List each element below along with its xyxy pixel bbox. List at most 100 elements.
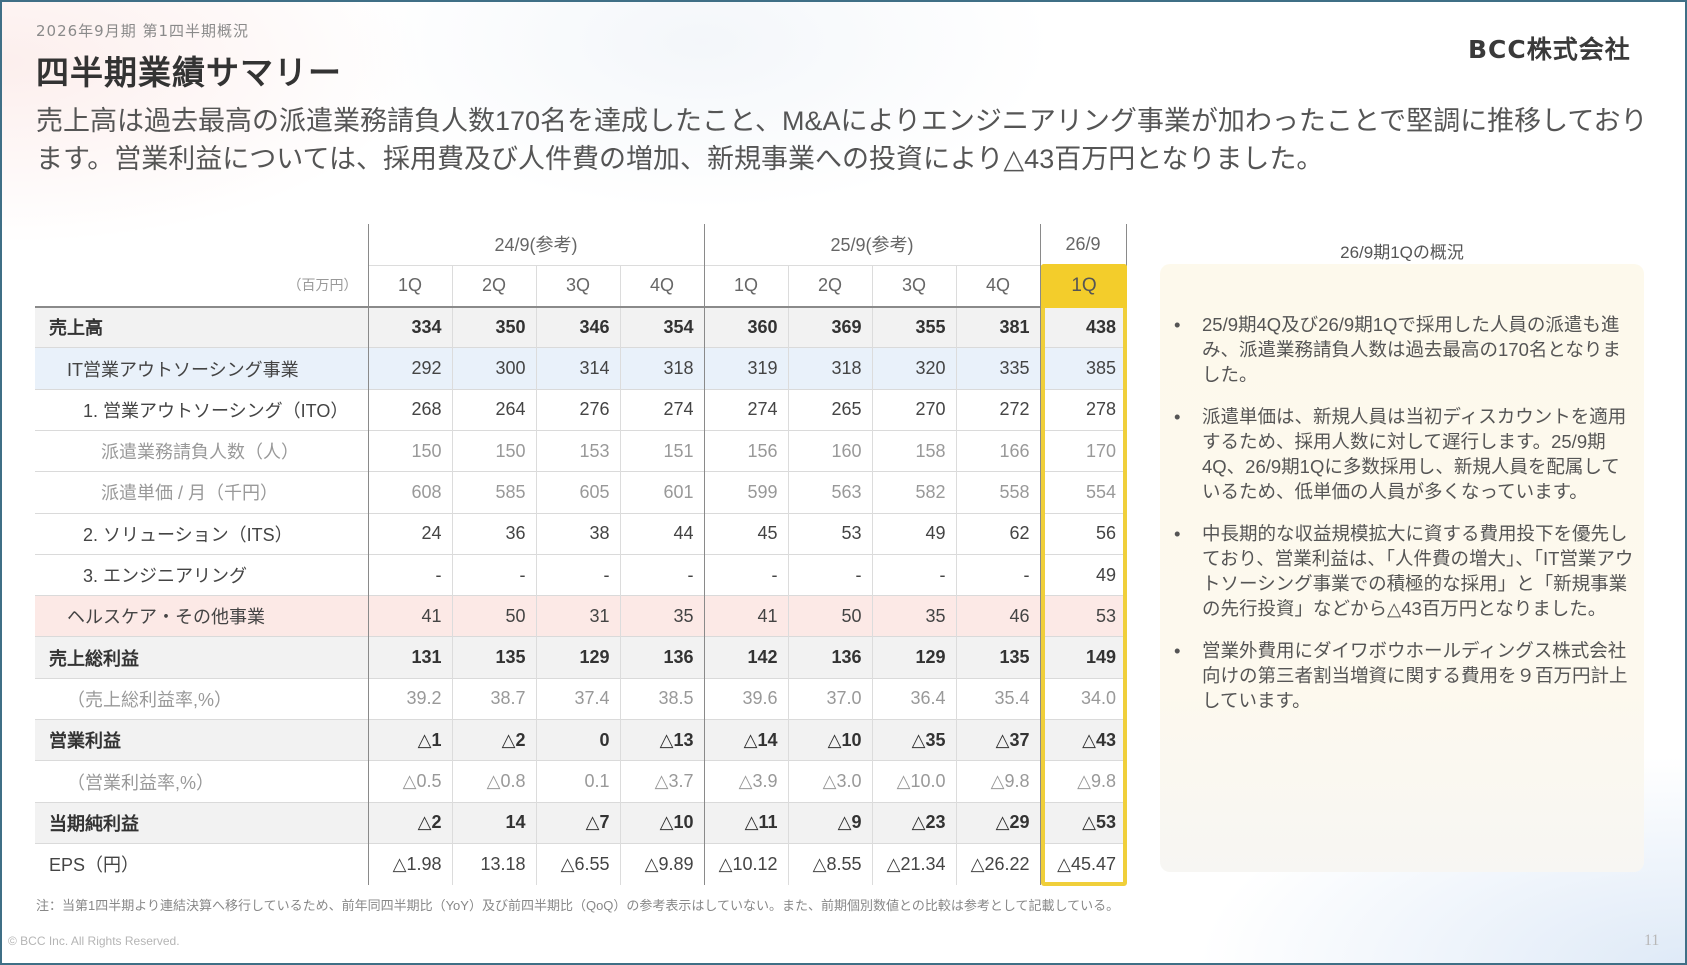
value-cell: △21.34 xyxy=(871,842,956,885)
page-number: 11 xyxy=(1644,932,1660,949)
quarter-header: 1Q xyxy=(367,264,452,307)
value-cell: 38.7 xyxy=(451,677,536,720)
value-cell: △26.22 xyxy=(955,842,1040,885)
value-cell: 37.4 xyxy=(535,677,620,720)
value-cell: 268 xyxy=(367,388,452,431)
quarter-header-row: （百万円） 1Q 2Q 3Q 4Q 1Q 2Q 3Q 4Q xyxy=(35,264,1126,307)
table-row: 売上総利益 131 135 129 136 142 136 129 135 149 xyxy=(35,636,1126,679)
table-row: EPS（円） △1.98 13.18 △6.55 △9.89 △10.12 △8.55 △21… xyxy=(35,842,1126,885)
row-label: 3. エンジニアリング xyxy=(35,553,368,596)
value-cell: 14 xyxy=(451,801,536,844)
quarter-header: 4Q xyxy=(955,264,1040,307)
value-cell: 37.0 xyxy=(787,677,872,720)
value-cell: 300 xyxy=(451,347,536,390)
value-cell: 582 xyxy=(871,471,956,514)
value-cell: △1 xyxy=(367,719,452,761)
copyright: © BCC Inc. All Rights Reserved. xyxy=(8,934,180,948)
table-row: 営業利益 △1 △2 0 △13 △14 △10 △35 △37 △43 xyxy=(35,719,1126,761)
value-cell: 53 xyxy=(787,512,872,555)
table-row: 派遣単価 / 月（千円） 608 585 605 601 599 563 582 558 554 xyxy=(35,471,1126,514)
table-row: IT営業アウトソーシング事業 292 300 314 318 319 318 320 335 38… xyxy=(35,347,1126,390)
value-cell: 346 xyxy=(535,305,620,348)
value-cell: 319 xyxy=(703,347,788,390)
value-cell: 151 xyxy=(619,429,704,472)
value-cell: 158 xyxy=(871,429,956,472)
row-label: 派遣業務請負人数（人） xyxy=(35,429,368,472)
current-quarter-cell: △45.47 xyxy=(1039,842,1126,885)
value-cell: △13 xyxy=(619,719,704,761)
value-cell: 24 xyxy=(367,512,452,555)
quarter-header: 2Q xyxy=(787,264,872,307)
value-cell: 135 xyxy=(451,636,536,679)
value-cell: 318 xyxy=(787,347,872,390)
value-cell: 272 xyxy=(955,388,1040,431)
current-quarter-cell: 34.0 xyxy=(1039,677,1126,720)
blank-header-cell xyxy=(35,224,368,265)
value-cell: 136 xyxy=(619,636,704,679)
unit-label: （百万円） xyxy=(287,277,358,294)
value-cell: - xyxy=(871,553,956,596)
value-cell: 38 xyxy=(535,512,620,555)
current-quarter-cell: 554 xyxy=(1039,471,1126,514)
value-cell: 153 xyxy=(535,429,620,472)
period-group-26-9: 26/9 xyxy=(1039,224,1127,266)
row-label: 売上高 xyxy=(35,305,368,348)
table-row: （営業利益率,%） △0.5 △0.8 0.1 △3.7 △3.9 △3.0 △10.0 △9.… xyxy=(35,760,1126,803)
bullet-icon: • xyxy=(1174,523,1181,544)
value-cell: 39.2 xyxy=(367,677,452,720)
bullet-icon: • xyxy=(1174,406,1181,427)
value-cell: △35 xyxy=(871,719,956,761)
value-cell: 599 xyxy=(703,471,788,514)
current-quarter-cell: △9.8 xyxy=(1039,760,1126,803)
table-row: 2. ソリューション（ITS） 24 36 38 44 45 53 49 62 56 xyxy=(35,512,1126,555)
value-cell: △6.55 xyxy=(535,842,620,885)
value-cell: 585 xyxy=(451,471,536,514)
value-cell: 314 xyxy=(535,347,620,390)
value-cell: △14 xyxy=(703,719,788,761)
table-row: 売上高 334 350 346 354 360 369 355 381 438 xyxy=(35,305,1126,348)
value-cell: 320 xyxy=(871,347,956,390)
row-label: 2. ソリューション（ITS） xyxy=(35,512,368,555)
value-cell: 608 xyxy=(367,471,452,514)
value-cell: 36.4 xyxy=(871,677,956,720)
value-cell: 318 xyxy=(619,347,704,390)
value-cell: 135 xyxy=(955,636,1040,679)
current-quarter-cell: 53 xyxy=(1039,595,1126,637)
value-cell: △9.89 xyxy=(619,842,704,885)
current-quarter-cell: 170 xyxy=(1039,429,1126,472)
current-quarter-cell: 385 xyxy=(1039,347,1126,390)
bullet-icon: • xyxy=(1174,640,1181,661)
value-cell: 264 xyxy=(451,388,536,431)
value-cell: 156 xyxy=(703,429,788,472)
table-row: （売上総利益率,%） 39.2 38.7 37.4 38.5 39.6 37.0 36.4 35… xyxy=(35,677,1126,720)
row-label: 営業利益 xyxy=(35,719,368,761)
overview-item: • 派遣単価は、新規人員は当初ディスカウントを適用するため、採用人数に対して遅行し… xyxy=(1174,406,1627,502)
value-cell: △1.98 xyxy=(367,842,452,885)
value-cell: 274 xyxy=(703,388,788,431)
current-quarter-cell: △53 xyxy=(1039,801,1126,844)
value-cell: 35.4 xyxy=(955,677,1040,720)
company-logo-text: BCC株式会社 xyxy=(1468,35,1631,64)
overview-panel xyxy=(1160,264,1644,872)
value-cell: 270 xyxy=(871,388,956,431)
value-cell: △3.7 xyxy=(619,760,704,803)
value-cell: △7 xyxy=(535,801,620,844)
value-cell: 381 xyxy=(955,305,1040,348)
value-cell: △10.0 xyxy=(871,760,956,803)
value-cell: △0.5 xyxy=(367,760,452,803)
period-group-header-row: 24/9(参考) 25/9(参考) 26/9 xyxy=(35,224,1127,266)
value-cell: 0 xyxy=(535,719,620,761)
value-cell: 13.18 xyxy=(451,842,536,885)
period-group-25-9: 25/9(参考) xyxy=(703,224,1040,266)
value-cell: 39.6 xyxy=(703,677,788,720)
row-label: ヘルスケア・その他事業 xyxy=(35,595,368,637)
row-label: （営業利益率,%） xyxy=(35,760,368,803)
row-label: 派遣単価 / 月（千円） xyxy=(35,471,368,514)
value-cell: 0.1 xyxy=(535,760,620,803)
value-cell: 150 xyxy=(451,429,536,472)
value-cell: 160 xyxy=(787,429,872,472)
value-cell: 62 xyxy=(955,512,1040,555)
value-cell: 131 xyxy=(367,636,452,679)
value-cell: 276 xyxy=(535,388,620,431)
section-kicker: 2026年9月期 第1四半期概況 xyxy=(36,22,250,40)
